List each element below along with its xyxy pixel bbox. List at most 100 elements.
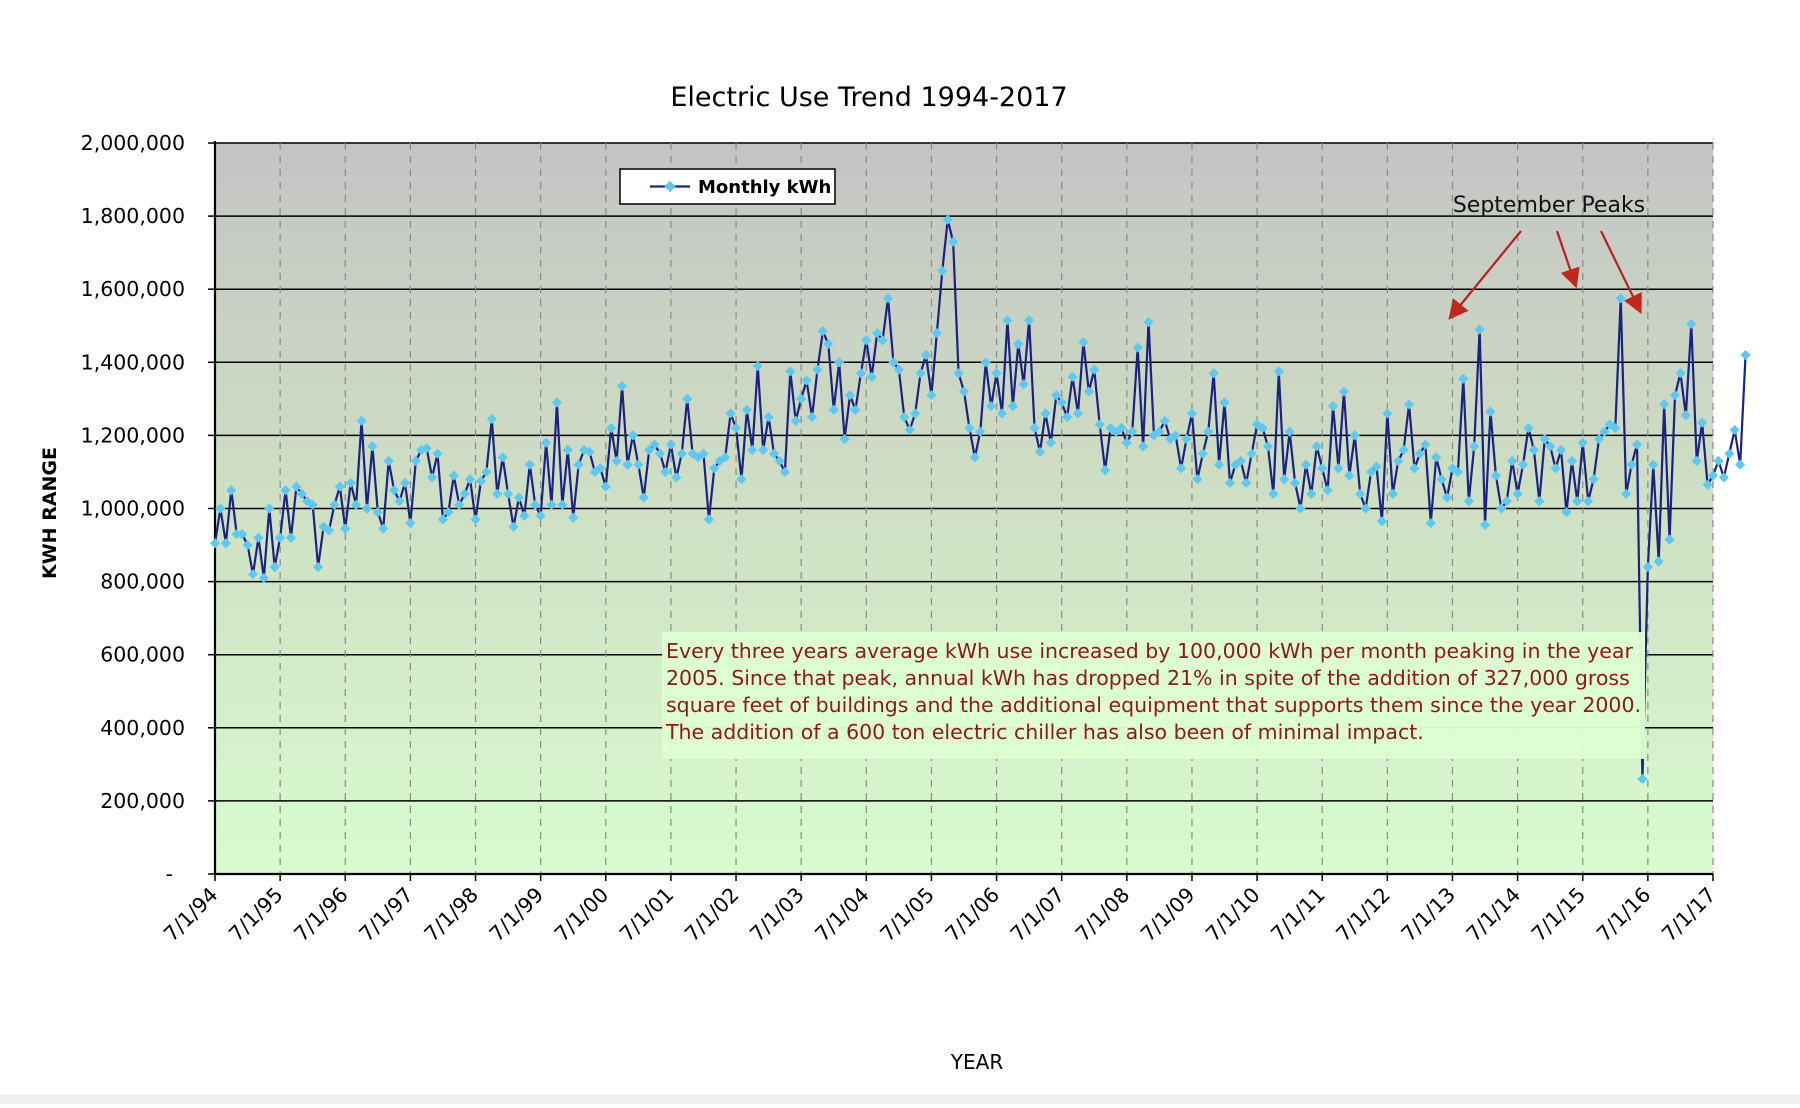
x-tick-label: 7/1/08: [1071, 883, 1135, 947]
data-point: [1550, 463, 1561, 474]
data-point: [758, 444, 769, 456]
data-point: [568, 512, 579, 523]
data-point: [226, 485, 237, 496]
data-point: [475, 475, 487, 487]
x-tick-label: 7/1/11: [1266, 883, 1330, 947]
grid-lines: [215, 142, 1714, 874]
data-point: [1501, 496, 1512, 507]
data-point: [606, 422, 617, 434]
data-point: [551, 397, 563, 408]
x-tick-label: 7/1/00: [550, 883, 614, 947]
data-point: [291, 481, 302, 492]
data-point: [1637, 773, 1648, 785]
data-point: [470, 514, 481, 525]
data-point: [540, 437, 552, 448]
data-point: [779, 466, 790, 478]
data-point: [1034, 446, 1046, 457]
x-tick-label: 7/1/14: [1462, 883, 1526, 947]
data-point: [986, 401, 997, 412]
data-point: [1441, 492, 1453, 503]
data-point: [904, 424, 915, 436]
note-line-4: The addition of a 600 ton electric chill…: [665, 720, 1424, 744]
data-point: [980, 357, 991, 368]
data-point: [725, 408, 736, 419]
data-point: [437, 514, 449, 525]
data-point: [649, 439, 660, 450]
data-point: [1056, 397, 1067, 408]
data-point: [1740, 349, 1751, 361]
data-point: [280, 485, 291, 496]
x-tick-label: 7/1/15: [1527, 883, 1591, 947]
legend-label: Monthly kWh: [698, 177, 831, 198]
data-point: [850, 404, 861, 415]
y-tick-label: 2,000,000: [81, 131, 185, 155]
data-point: [1322, 485, 1333, 496]
data-point: [421, 443, 432, 454]
data-point: [1539, 433, 1550, 445]
data-point: [817, 326, 828, 337]
data-point: [915, 368, 926, 379]
data-point: [736, 474, 747, 485]
data-point: [1452, 466, 1463, 478]
data-point: [486, 413, 497, 425]
data-point: [459, 488, 470, 499]
x-tick-label: 7/1/10: [1201, 883, 1265, 947]
x-tick-label: 7/1/12: [1331, 883, 1395, 947]
data-point: [774, 455, 785, 467]
bottom-strip: [0, 1094, 1800, 1104]
data-point: [1680, 410, 1691, 421]
data-point: [600, 481, 611, 492]
x-tick-label: 7/1/17: [1657, 883, 1721, 947]
data-point: [964, 422, 975, 434]
data-point: [1300, 459, 1312, 470]
data-point: [1116, 422, 1127, 434]
x-tick-label: 7/1/98: [419, 883, 483, 947]
data-point: [399, 477, 411, 489]
data-point: [1393, 455, 1404, 467]
data-point: [1675, 368, 1686, 379]
y-tick-label: 800,000: [100, 570, 185, 594]
y-tick-label: 1,200,000: [81, 423, 185, 447]
data-point: [1490, 470, 1501, 481]
data-point: [1528, 444, 1539, 456]
data-point: [573, 459, 584, 470]
data-point: [454, 499, 465, 510]
data-point: [709, 463, 720, 474]
chart-title: Electric Use Trend 1994-2017: [670, 82, 1067, 113]
data-point: [1024, 315, 1035, 326]
data-point: [530, 499, 541, 510]
x-tick-label: 7/1/16: [1592, 883, 1656, 947]
axes: [208, 141, 1714, 881]
data-point: [975, 426, 986, 437]
data-point: [1735, 459, 1746, 470]
data-point: [1289, 477, 1301, 489]
data-point: [361, 503, 373, 514]
data-point: [991, 368, 1002, 379]
data-point: [828, 404, 839, 415]
data-point: [1045, 437, 1056, 448]
x-tick-label: 7/1/05: [875, 883, 939, 947]
data-point: [1349, 430, 1360, 441]
data-point: [1132, 342, 1143, 353]
data-point: [872, 327, 883, 339]
data-point: [1127, 426, 1138, 437]
data-point: [763, 412, 774, 423]
data-point: [1262, 441, 1274, 452]
x-tick-label: 7/1/03: [745, 883, 809, 947]
data-point: [334, 481, 345, 492]
data-point: [562, 444, 573, 456]
data-point: [839, 433, 850, 445]
data-point: [660, 466, 671, 478]
data-point: [389, 485, 400, 496]
data-point: [1224, 477, 1236, 489]
x-tick-label: 7/1/02: [680, 883, 744, 947]
data-point: [258, 572, 269, 584]
data-point: [443, 507, 454, 518]
data-point: [1382, 408, 1393, 419]
data-point: [502, 488, 514, 499]
data-point: [595, 463, 606, 474]
data-point: [882, 293, 894, 304]
data-point: [356, 415, 367, 426]
annotation-arrow: [1448, 230, 1522, 320]
data-point: [296, 488, 307, 499]
